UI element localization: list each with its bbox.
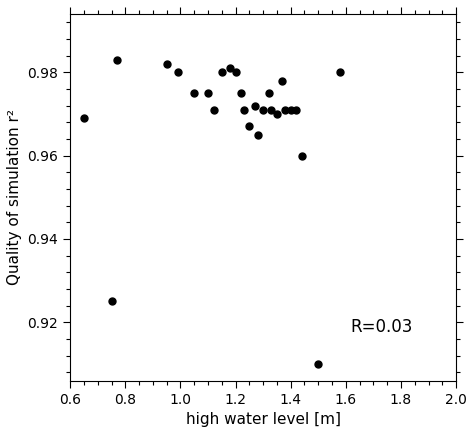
Point [251, 102, 259, 109]
Point [259, 106, 267, 113]
Point [163, 60, 171, 67]
Point [232, 69, 239, 76]
Point [265, 89, 273, 96]
Point [108, 298, 115, 305]
Point [237, 89, 245, 96]
Point [240, 106, 247, 113]
Point [246, 123, 253, 130]
Point [218, 69, 226, 76]
Point [314, 361, 322, 368]
Text: R=0.03: R=0.03 [350, 318, 413, 335]
Point [113, 56, 121, 63]
Point [273, 111, 281, 118]
Point [337, 69, 344, 76]
Point [191, 89, 198, 96]
Point [174, 69, 182, 76]
Point [292, 106, 300, 113]
Point [282, 106, 289, 113]
Point [226, 65, 234, 72]
Point [204, 89, 212, 96]
Point [298, 152, 306, 159]
Point [254, 132, 262, 138]
X-axis label: high water level [m]: high water level [m] [186, 412, 341, 427]
Point [287, 106, 294, 113]
Point [279, 77, 286, 84]
Point [210, 106, 217, 113]
Point [268, 106, 275, 113]
Y-axis label: Quality of simulation r²: Quality of simulation r² [7, 109, 22, 285]
Point [80, 115, 88, 122]
